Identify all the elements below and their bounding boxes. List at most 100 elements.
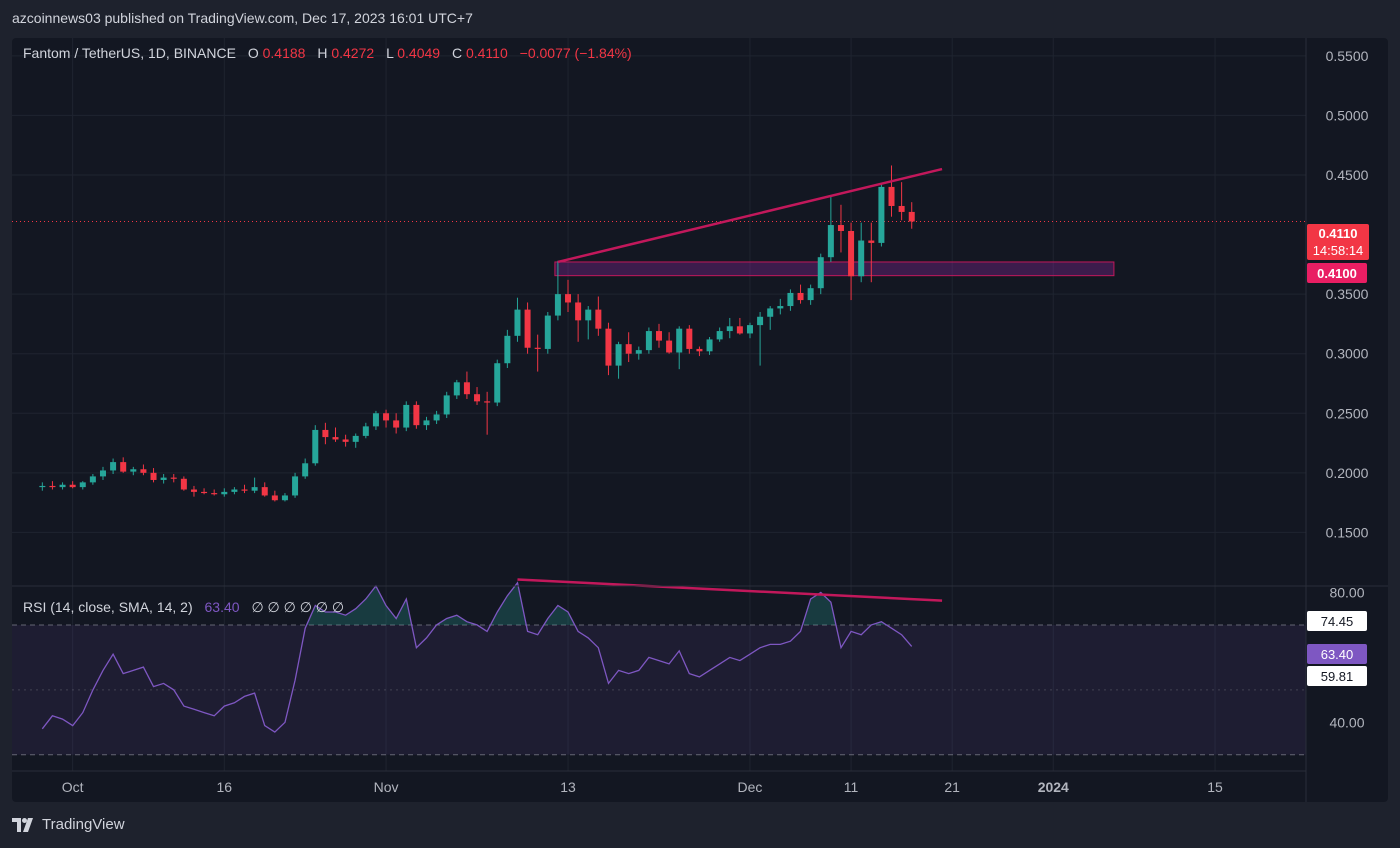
- candle-body: [534, 347, 541, 349]
- time-tick-label: 2024: [1038, 779, 1069, 795]
- grid-lines: [12, 38, 1306, 771]
- countdown-text: 14:58:14: [1313, 243, 1364, 258]
- candle-body: [645, 331, 652, 351]
- time-tick-label: 13: [560, 779, 576, 795]
- candle-body: [848, 230, 855, 277]
- candle-body: [322, 429, 329, 438]
- candle-body: [160, 477, 167, 480]
- candle-body: [261, 487, 268, 496]
- line-price-text: 0.4100: [1317, 266, 1357, 281]
- annotation-layer-above[interactable]: [557, 167, 943, 264]
- candle-body: [656, 331, 662, 341]
- candles-layer: [39, 165, 915, 502]
- support-zone-rectangle: [554, 261, 1115, 277]
- candle-body: [362, 426, 369, 436]
- candle-body: [99, 470, 106, 477]
- rsi-upper-text: 74.45: [1321, 614, 1354, 629]
- candle-body: [736, 326, 743, 334]
- candle-body: [635, 350, 642, 354]
- rsi-tick-label: 40.00: [1329, 714, 1364, 730]
- rsi-lower-badge: 59.81: [1307, 666, 1367, 686]
- price-tick-label: 0.3500: [1326, 286, 1369, 302]
- candlestick-chart[interactable]: 0.5500 0.5000 0.4500 0.3500 0.3000 0.2500 0.20…: [12, 38, 1388, 802]
- candle-body: [150, 472, 157, 480]
- candle-body: [393, 420, 400, 428]
- candle-body: [676, 328, 683, 353]
- candle-body: [868, 240, 875, 243]
- candle-body: [767, 308, 774, 317]
- candle-body: [130, 469, 137, 472]
- rsi-label: RSI (14, close, SMA, 14, 2): [23, 599, 193, 615]
- rsi-tick-label: 80.00: [1329, 584, 1364, 600]
- candle-body: [615, 344, 622, 366]
- annotation-layer-below: [12, 220, 1306, 277]
- candle-body: [49, 485, 56, 488]
- candle-body: [110, 462, 117, 471]
- candle-body: [463, 382, 470, 395]
- candle-body: [332, 437, 339, 440]
- time-tick-label: Dec: [738, 779, 763, 795]
- price-tick-label: 0.1500: [1326, 524, 1369, 540]
- close-value: 0.4110: [466, 45, 508, 61]
- chart-area[interactable]: 0.5500 0.5000 0.4500 0.3500 0.3000 0.2500 0.20…: [12, 38, 1388, 802]
- candle-body: [302, 463, 309, 477]
- candle-body: [474, 394, 481, 402]
- candle-body: [140, 469, 147, 473]
- rsi-band: [12, 624, 1306, 755]
- candle-body: [625, 344, 632, 354]
- candle-body: [585, 309, 592, 321]
- candle-body: [221, 491, 228, 495]
- candle-body: [908, 211, 915, 222]
- candle-body: [281, 495, 288, 501]
- time-tick-label: 15: [1207, 779, 1223, 795]
- time-tick-label: Oct: [62, 779, 84, 795]
- candle-body: [706, 339, 713, 352]
- rsi-trendline: [517, 578, 943, 602]
- candle-body: [827, 225, 834, 258]
- rsi-lower-text: 59.81: [1321, 669, 1354, 684]
- candle-body: [201, 491, 208, 494]
- candle-body: [342, 439, 349, 442]
- candle-body: [837, 225, 844, 231]
- rsi-value-badge: 63.40: [1307, 644, 1367, 664]
- rsi-band-layer: [12, 624, 1306, 756]
- open-value: 0.4188: [263, 45, 306, 61]
- candle-body: [423, 420, 430, 426]
- price-tick-label: 0.3000: [1326, 346, 1369, 362]
- price-tick-label: 0.5000: [1326, 107, 1369, 123]
- rsi-layer: [41, 578, 943, 733]
- price-tick-label: 0.2500: [1326, 405, 1369, 421]
- candle-body: [312, 429, 319, 464]
- price-tick-label: 0.5500: [1326, 48, 1369, 64]
- candle-body: [686, 328, 693, 349]
- candle-body: [544, 315, 551, 349]
- candle-body: [514, 309, 521, 336]
- candle-body: [170, 477, 177, 479]
- candle-body: [231, 489, 238, 492]
- candle-body: [352, 435, 359, 442]
- candle-body: [797, 292, 804, 301]
- candle-body: [403, 404, 410, 428]
- ohlc-legend: Fantom / TetherUS, 1D, BINANCE O 0.4188 …: [23, 45, 632, 61]
- candle-body: [898, 205, 905, 212]
- candle-body: [565, 294, 572, 303]
- candle-body: [271, 495, 278, 501]
- candle-body: [746, 325, 753, 334]
- candle-body: [666, 340, 673, 353]
- time-tick-label: 21: [944, 779, 960, 795]
- time-tick-label: 16: [217, 779, 233, 795]
- rsi-overbought-fill: [42, 586, 912, 625]
- candle-body: [504, 335, 511, 364]
- candle-body: [757, 316, 764, 326]
- candle-body: [787, 292, 794, 307]
- rsi-value-text: 63.40: [1321, 647, 1354, 662]
- change-value: −0.0077 (−1.84%): [520, 45, 632, 61]
- price-trendline: [557, 167, 943, 264]
- candle-body: [494, 363, 501, 403]
- candle-body: [888, 186, 895, 206]
- candle-body: [120, 462, 127, 472]
- tradingview-footer[interactable]: TradingView: [12, 816, 125, 833]
- candle-body: [716, 331, 723, 340]
- candle-body: [190, 489, 197, 492]
